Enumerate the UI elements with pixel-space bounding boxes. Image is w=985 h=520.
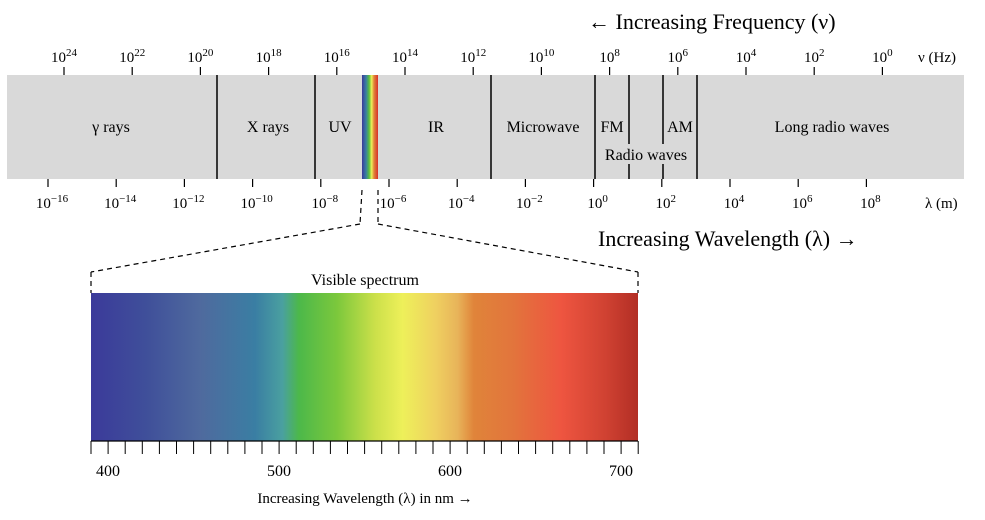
frequency-tick-label: 1014 xyxy=(392,47,419,66)
frequency-unit-label: ν (Hz) xyxy=(918,50,956,66)
wavelength-tick-label: 10−4 xyxy=(448,193,475,212)
band-label-xray: X rays xyxy=(247,119,289,136)
frequency-tick-label: 1020 xyxy=(187,47,214,66)
frequency-tick-label: 1024 xyxy=(51,47,78,66)
spectrum-bar-background xyxy=(7,75,964,179)
frequency-title: ← Increasing Frequency (ν) xyxy=(588,9,836,34)
band-label-ir: IR xyxy=(428,119,444,136)
visible-spectrum-gradient xyxy=(91,293,638,441)
frequency-tick-label: 1016 xyxy=(324,47,351,66)
wavelength-axis: 10−16 10−14 10−12 10−10 10−8 10−6 10−4 10−2 100 1… xyxy=(36,179,958,212)
visible-tick-label-400: 400 xyxy=(96,463,120,480)
zoom-connectors xyxy=(90,189,639,293)
wavelength-tick-label: 108 xyxy=(860,193,881,212)
visible-axis-title: Increasing Wavelength (λ) in nm → xyxy=(257,491,472,507)
wavelength-title: Increasing Wavelength (λ) → xyxy=(598,226,858,251)
wavelength-tick-label: 10−14 xyxy=(104,193,137,212)
frequency-tick-label: 104 xyxy=(736,47,757,66)
band-label-am: AM xyxy=(667,119,693,136)
band-label-radio: Radio waves xyxy=(605,147,687,164)
wavelength-tick-label: 100 xyxy=(587,193,608,212)
band-label-long-radio: Long radio waves xyxy=(775,119,890,136)
wavelength-tick-label: 10−12 xyxy=(172,193,204,212)
frequency-axis: 1024 1022 1020 1018 1016 1014 1012 1010 108 106 10… xyxy=(51,47,956,75)
band-label-uv: UV xyxy=(328,119,352,136)
visible-band-strip xyxy=(362,75,378,179)
wavelength-tick-label: 10−2 xyxy=(516,193,543,212)
frequency-tick-label: 1010 xyxy=(528,47,555,66)
visible-spectrum-title: Visible spectrum xyxy=(311,272,419,289)
visible-tick-label-700: 700 xyxy=(609,463,633,480)
visible-tick-label-500: 500 xyxy=(267,463,291,480)
frequency-tick-label: 108 xyxy=(599,47,620,66)
wavelength-tick-label: 10−16 xyxy=(36,193,69,212)
frequency-tick-label: 100 xyxy=(872,47,893,66)
wavelength-tick-label: 102 xyxy=(656,193,677,212)
frequency-tick-label: 102 xyxy=(804,47,825,66)
band-label-fm: FM xyxy=(600,119,623,136)
wavelength-unit-label: λ (m) xyxy=(925,196,958,212)
frequency-tick-label: 1012 xyxy=(460,47,486,66)
wavelength-tick-label: 106 xyxy=(792,193,813,212)
wavelength-tick-label: 10−6 xyxy=(380,193,407,212)
wavelength-tick-label: 104 xyxy=(724,193,745,212)
radio-label-backdrop xyxy=(598,144,694,164)
frequency-tick-label: 1018 xyxy=(256,47,283,66)
wavelength-tick-label: 10−8 xyxy=(311,193,338,212)
wavelength-tick-label: 10−10 xyxy=(240,193,273,212)
visible-tick-label-600: 600 xyxy=(438,463,462,480)
spectrum-bar: γ rays X rays UV IR Microwave FM AM Radi… xyxy=(7,75,964,179)
visible-axis: 400 500 600 700 xyxy=(90,440,639,480)
frequency-tick-label: 106 xyxy=(668,47,689,66)
band-label-microwave: Microwave xyxy=(507,119,580,136)
band-label-gamma: γ rays xyxy=(91,119,130,136)
frequency-tick-label: 1022 xyxy=(119,47,145,66)
